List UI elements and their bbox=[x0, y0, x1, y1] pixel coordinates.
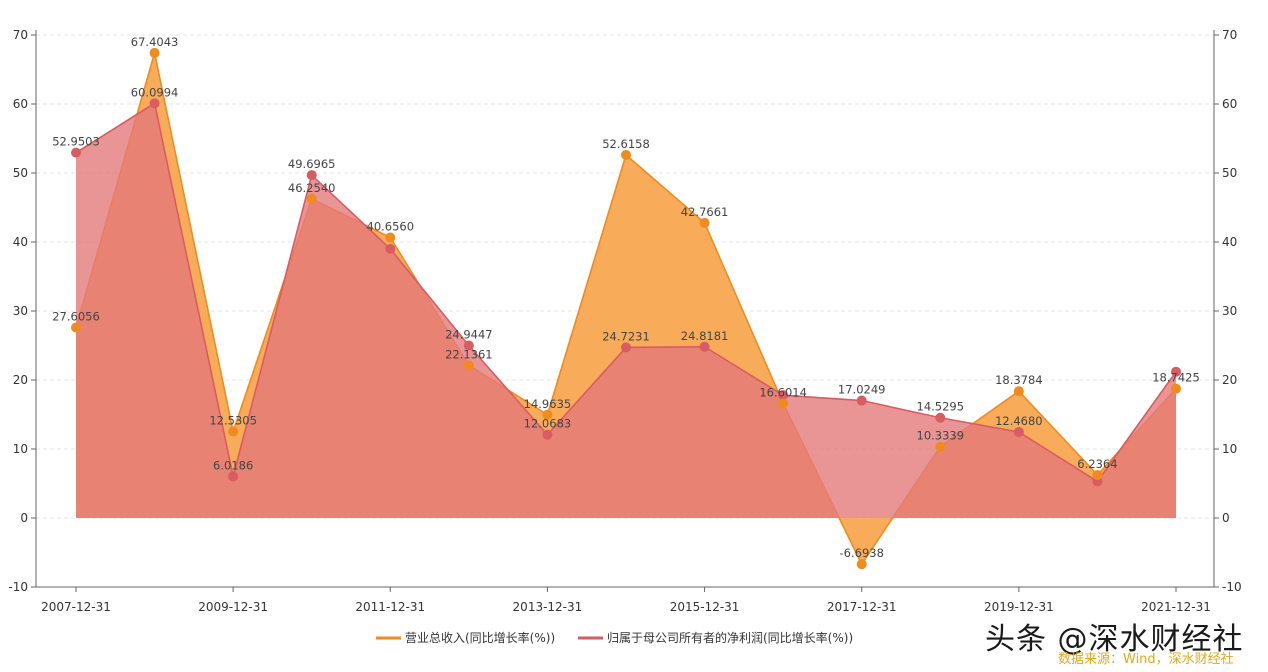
data-label-series-1: 46.2540 bbox=[288, 181, 336, 195]
x-tick-label: 2017-12-31 bbox=[827, 600, 897, 614]
data-label-series-1: 42.7661 bbox=[681, 205, 729, 219]
data-point-series-2 bbox=[621, 342, 631, 353]
watermark: 头条 @深水财经社 bbox=[985, 622, 1244, 657]
x-tick-label: 2015-12-31 bbox=[670, 600, 740, 614]
data-labels: 27.6056 67.4043 12.5305 46.2540 40.6560 22.13… bbox=[52, 35, 1200, 560]
y-tick-label-right: 60 bbox=[1222, 97, 1237, 111]
y-tick-label-right: 20 bbox=[1222, 373, 1237, 387]
y-tick-label-right: 70 bbox=[1222, 28, 1237, 42]
data-label-series-1: -6.6938 bbox=[840, 546, 884, 560]
data-label-series-2: 24.9447 bbox=[445, 328, 493, 342]
data-label-series-1: 52.6158 bbox=[602, 137, 650, 151]
x-tick-label: 2009-12-31 bbox=[198, 600, 268, 614]
data-label-series-1: 12.5305 bbox=[209, 414, 257, 428]
axes: -10 -10 0 0 10 10 20 20 30 30 40 40 50 50 60 60 70 70 2007… bbox=[8, 28, 1241, 614]
data-point-series-2 bbox=[856, 395, 867, 406]
legend[interactable]: 营业总收入(同比增长率(%)) 归属于母公司所有者的净利润(同比增长率(%)) bbox=[376, 630, 853, 645]
data-point-series-2 bbox=[306, 170, 317, 181]
data-label-series-1: 67.4043 bbox=[131, 35, 179, 49]
y-tick-label-left: 10 bbox=[13, 442, 28, 456]
data-point-series-2 bbox=[385, 243, 396, 254]
data-point-series-1 bbox=[463, 360, 474, 371]
y-tick-label-left: 70 bbox=[13, 28, 28, 42]
data-label-series-2: 49.6965 bbox=[288, 157, 336, 171]
data-point-series-1 bbox=[621, 149, 631, 160]
data-point-series-2 bbox=[1013, 426, 1024, 437]
y-tick-label-left: -10 bbox=[8, 580, 28, 594]
data-point-series-1 bbox=[306, 193, 317, 204]
data-points bbox=[71, 47, 1181, 570]
data-label-series-2: 52.9503 bbox=[52, 135, 100, 149]
data-label-series-1: 14.9635 bbox=[524, 397, 572, 411]
data-point-series-2 bbox=[935, 412, 946, 423]
data-point-series-1 bbox=[935, 441, 946, 452]
y-tick-label-left: 30 bbox=[13, 304, 28, 318]
data-label-series-1: 18.3784 bbox=[995, 373, 1043, 387]
legend-label-series-2[interactable]: 归属于母公司所有者的净利润(同比增长率(%)) bbox=[607, 630, 853, 645]
y-tick-label-left: 50 bbox=[13, 166, 28, 180]
data-point-series-2 bbox=[542, 429, 553, 440]
y-tick-label-right: 50 bbox=[1222, 166, 1237, 180]
x-tick-label: 2011-12-31 bbox=[355, 600, 425, 614]
data-point-series-2 bbox=[699, 341, 710, 352]
y-tick-label-left: 60 bbox=[13, 97, 28, 111]
data-point-series-2 bbox=[71, 147, 81, 158]
legend-label-series-1[interactable]: 营业总收入(同比增长率(%)) bbox=[405, 630, 555, 645]
y-tick-label-right: 40 bbox=[1222, 235, 1237, 249]
data-label-series-1: 22.1361 bbox=[445, 347, 493, 361]
data-label-series-2: 12.0683 bbox=[524, 417, 572, 431]
y-tick-label-left: 20 bbox=[13, 373, 28, 387]
data-label-series-2: 14.5295 bbox=[917, 400, 965, 414]
data-point-series-1 bbox=[778, 398, 789, 409]
data-point-series-1 bbox=[228, 426, 239, 437]
data-point-series-1 bbox=[1092, 469, 1103, 480]
data-point-series-1 bbox=[699, 217, 710, 228]
data-label-series-1: 6.2364 bbox=[1077, 457, 1117, 471]
y-tick-label-left: 40 bbox=[13, 235, 28, 249]
data-point-series-2 bbox=[1171, 366, 1181, 377]
data-point-series-2 bbox=[228, 471, 239, 482]
data-label-series-2: 24.8181 bbox=[681, 329, 729, 343]
data-label-series-1: 16.6014 bbox=[759, 385, 807, 399]
data-point-series-1 bbox=[1013, 386, 1024, 397]
data-point-series-1 bbox=[385, 232, 396, 243]
y-tick-label-right: 30 bbox=[1222, 304, 1237, 318]
x-tick-label: 2019-12-31 bbox=[984, 600, 1054, 614]
data-point-series-2 bbox=[149, 98, 160, 109]
data-point-series-2 bbox=[778, 390, 789, 401]
data-point-series-1 bbox=[1171, 383, 1181, 394]
data-point-series-1 bbox=[71, 322, 81, 333]
y-tick-label-right: 10 bbox=[1222, 442, 1237, 456]
y-tick-label-right: -10 bbox=[1222, 580, 1242, 594]
data-label-series-2: 24.7231 bbox=[602, 329, 650, 343]
area-fill-series-2 bbox=[76, 103, 1176, 518]
data-label-series-1: 40.6560 bbox=[367, 219, 415, 233]
data-label-series-2: 60.0994 bbox=[131, 85, 179, 99]
data-point-series-1 bbox=[149, 47, 160, 58]
data-point-series-1 bbox=[542, 409, 553, 420]
x-tick-label: 2007-12-31 bbox=[41, 600, 111, 614]
data-point-series-1 bbox=[856, 559, 867, 570]
data-point-series-2 bbox=[463, 340, 474, 351]
data-label-series-2: 17.0249 bbox=[838, 383, 886, 397]
data-label-series-2: 12.4680 bbox=[995, 414, 1043, 428]
x-tick-label: 2021-12-31 bbox=[1141, 600, 1211, 614]
data-label-series-1: 10.3339 bbox=[917, 429, 965, 443]
data-label-series-1: 27.6056 bbox=[52, 310, 100, 324]
data-label-series-1: 18.7425 bbox=[1152, 371, 1200, 385]
y-tick-label-left: 0 bbox=[20, 511, 28, 525]
x-tick-label: 2013-12-31 bbox=[513, 600, 583, 614]
source-note: 数据来源：Wind，深水财经社 bbox=[1058, 652, 1234, 667]
y-tick-label-right: 0 bbox=[1222, 511, 1230, 525]
data-label-series-2: 6.0186 bbox=[213, 458, 253, 472]
area-series bbox=[75, 52, 1177, 566]
